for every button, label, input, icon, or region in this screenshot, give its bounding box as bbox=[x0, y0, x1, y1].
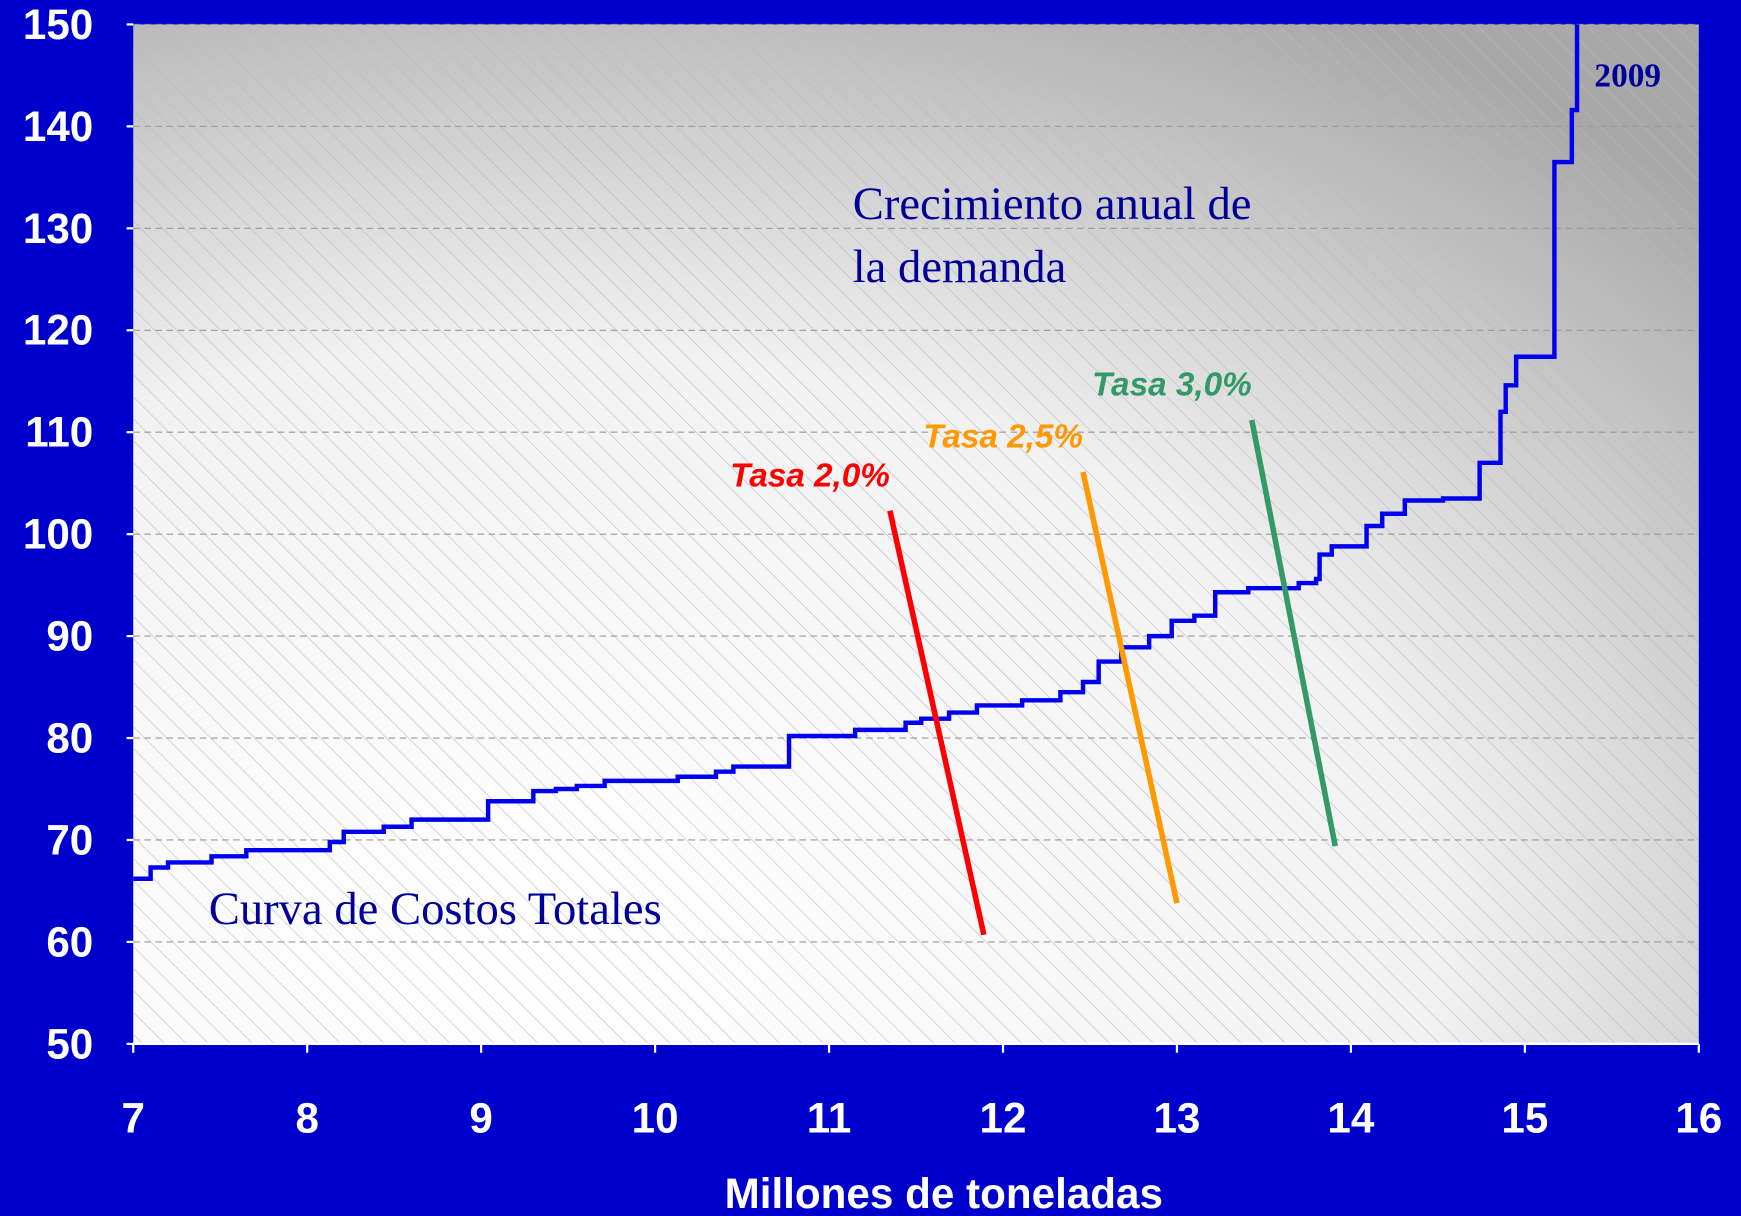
annotation: Crecimiento anual de bbox=[853, 178, 1252, 230]
y-tick-label: 50 bbox=[46, 1020, 93, 1067]
demand-label: Tasa 2,5% bbox=[923, 419, 1083, 456]
line bbox=[1249, 419, 1338, 847]
x-tick-label: 7 bbox=[122, 1095, 145, 1142]
y-tick-label: 100 bbox=[23, 511, 93, 558]
line bbox=[887, 510, 987, 936]
line bbox=[1080, 471, 1180, 904]
y-tick-label: 70 bbox=[46, 816, 93, 863]
x-tick-label: 11 bbox=[807, 1095, 852, 1142]
x-tick-label: 10 bbox=[632, 1095, 679, 1142]
demand-label: Tasa 3,0% bbox=[1092, 367, 1252, 404]
y-tick-label: 110 bbox=[25, 409, 93, 456]
x-tick-label: 15 bbox=[1501, 1095, 1548, 1142]
x-tick-label: 14 bbox=[1327, 1095, 1374, 1142]
line bbox=[133, 24, 1580, 881]
series-label: Curva de Costos Totales bbox=[209, 883, 662, 935]
annotation: 2009 bbox=[1594, 58, 1661, 95]
y-tick-label: 120 bbox=[23, 307, 93, 354]
annotation: la demanda bbox=[853, 241, 1067, 293]
x-tick-label: 9 bbox=[469, 1095, 492, 1142]
x-tick-label: 12 bbox=[980, 1095, 1027, 1142]
x-axis-label: Millones de toneladas bbox=[725, 1170, 1163, 1216]
y-tick-label: 80 bbox=[46, 714, 93, 761]
y-tick-label: 90 bbox=[46, 613, 93, 660]
x-tick-label: 13 bbox=[1153, 1095, 1200, 1142]
y-tick-label: 130 bbox=[23, 205, 93, 252]
x-tick-label: 16 bbox=[1675, 1095, 1722, 1142]
y-tick-label: 60 bbox=[46, 918, 93, 965]
y-tick-label: 140 bbox=[23, 103, 93, 150]
x-tick-label: 8 bbox=[295, 1095, 318, 1142]
demand-label: Tasa 2,0% bbox=[730, 457, 890, 494]
y-tick-label: 150 bbox=[23, 1, 93, 48]
